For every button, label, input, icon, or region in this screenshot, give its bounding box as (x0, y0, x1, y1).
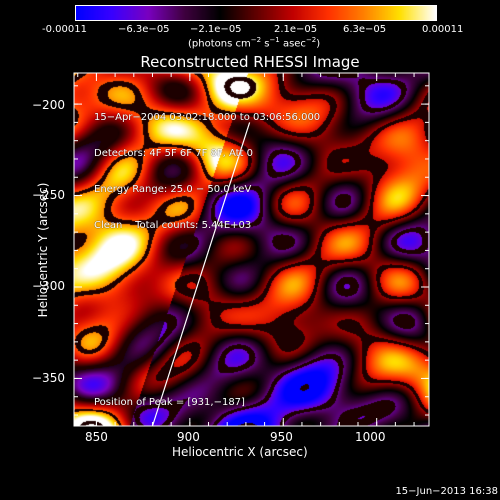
time-range: 15−Apr−2004 03:02:18.000 to 03:06:56.000 (94, 112, 321, 123)
solar-limb-line (151, 122, 251, 427)
peak-position: Position of Peak = [931,−187] (94, 397, 245, 408)
detectors: Detectors: 4F 5F 6F 7F 8F, Att 0 (94, 148, 254, 159)
x-tick-label: 900 (177, 430, 200, 444)
x-tick-label: 850 (85, 430, 108, 444)
colorbar-tick: −6.3e−05 (118, 24, 170, 35)
clean-counts: Clean Total counts: 5.44E+03 (94, 220, 252, 231)
y-tick-label: −200 (32, 98, 65, 112)
y-tick-label: −300 (32, 279, 65, 293)
colorbar-tick: -0.00011 (42, 24, 87, 35)
x-tick-label: 1000 (355, 430, 386, 444)
x-tick-label: 950 (270, 430, 293, 444)
colorbar-tick: 2.1e−05 (274, 24, 318, 35)
colorbar-tick: −2.1e−05 (190, 24, 242, 35)
footer-date: 15−Jun−2013 16:38 (395, 486, 498, 497)
energy-range: Energy Range: 25.0 − 50.0 keV (94, 184, 252, 195)
colorbar-unit: (photons cm−2 s−1 asec−2) (188, 36, 321, 50)
colorbar-tick: 0.00011 (422, 24, 464, 35)
y-axis-label: Heliocentric Y (arcsec) (36, 182, 50, 318)
x-axis-label: Heliocentric X (arcsec) (172, 445, 308, 459)
colorbar-tick: 6.3e−05 (343, 24, 387, 35)
y-tick-label: −250 (32, 188, 65, 202)
plot-frame (73, 72, 430, 427)
rhessi-image (74, 73, 429, 426)
colorbar (75, 5, 437, 21)
observation-info: 15−Apr−2004 03:02:18.000 to 03:06:56.000… (94, 88, 320, 256)
plot-title: Reconstructed RHESSI Image (140, 53, 360, 71)
y-tick-label: −350 (32, 371, 65, 385)
